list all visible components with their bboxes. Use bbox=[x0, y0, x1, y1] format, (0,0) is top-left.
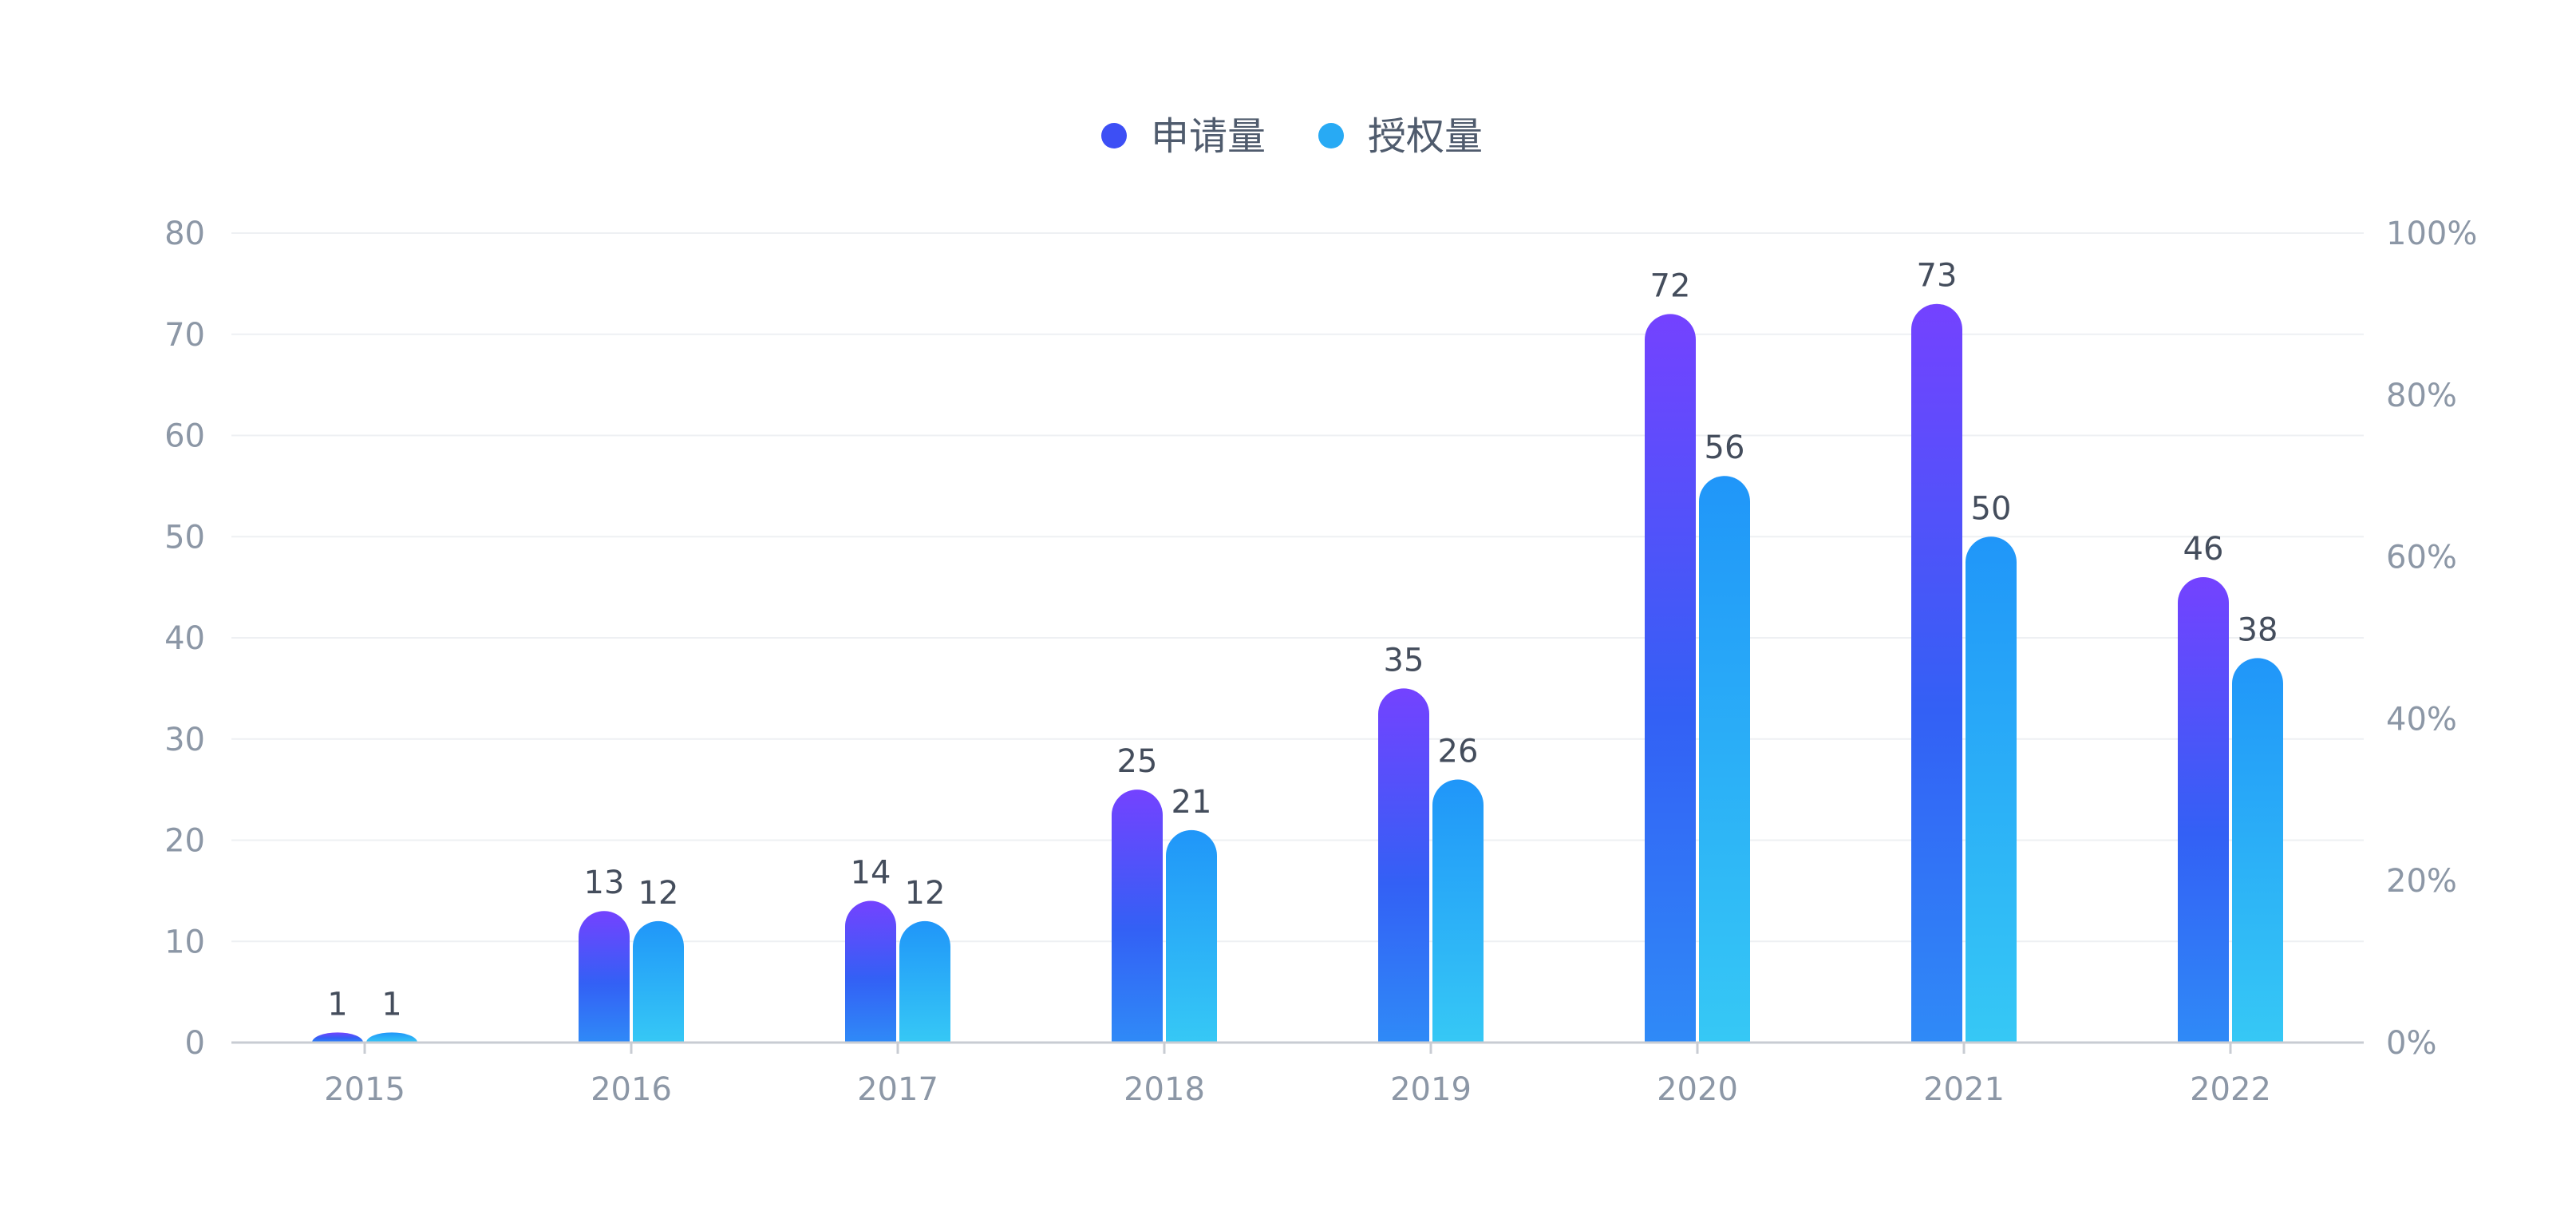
x-tick-label: 2020 bbox=[1657, 1071, 1738, 1108]
x-tick-label: 2016 bbox=[591, 1071, 672, 1108]
bar-value-label: 38 bbox=[2238, 611, 2278, 648]
bar-series-1[interactable] bbox=[366, 1032, 417, 1043]
bar-value-label: 14 bbox=[851, 855, 891, 892]
bar-series-0[interactable] bbox=[579, 911, 630, 1043]
left-y-axis: 0 10 20 30 40 50 60 70 80 bbox=[164, 216, 205, 1062]
bar-value-label: 26 bbox=[1438, 733, 1479, 770]
bar-series-0[interactable] bbox=[1378, 688, 1429, 1043]
right-y-tick-label: 20% bbox=[2386, 863, 2457, 900]
bar-value-label: 46 bbox=[2183, 531, 2224, 568]
legend-label[interactable]: 申请量 bbox=[1151, 114, 1266, 159]
bar-value-label: 13 bbox=[584, 865, 625, 901]
x-tick-label: 2019 bbox=[1390, 1071, 1472, 1108]
x-tick-label: 2021 bbox=[1923, 1071, 2005, 1108]
bar-series-1[interactable] bbox=[1432, 779, 1484, 1043]
right-y-tick-label: 80% bbox=[2386, 378, 2457, 414]
bar-series-0[interactable] bbox=[312, 1032, 363, 1043]
value-labels: 1 1 13 12 14 12 25 21 35 26 72 56 73 50 46 38 bbox=[327, 258, 2278, 1023]
right-y-tick-label: 100% bbox=[2386, 216, 2477, 252]
bar-series-1[interactable] bbox=[1166, 829, 1217, 1043]
legend-marker[interactable] bbox=[1101, 123, 1127, 148]
bar-series-1[interactable] bbox=[899, 920, 950, 1043]
bar-series-1[interactable] bbox=[1699, 476, 1750, 1043]
right-y-tick-label: 0% bbox=[2386, 1025, 2436, 1062]
bar-series-0[interactable] bbox=[1911, 303, 1962, 1043]
left-y-tick-label: 70 bbox=[164, 317, 205, 354]
left-y-tick-label: 0 bbox=[185, 1025, 205, 1062]
left-y-tick-label: 40 bbox=[164, 620, 205, 657]
bar-value-label: 73 bbox=[1917, 258, 1958, 295]
bar-value-label: 35 bbox=[1384, 642, 1424, 679]
bar-value-label: 56 bbox=[1705, 429, 1745, 466]
left-y-tick-label: 80 bbox=[164, 216, 205, 252]
left-y-tick-label: 50 bbox=[164, 519, 205, 556]
bar-series-1[interactable] bbox=[1966, 536, 2017, 1043]
left-y-tick-label: 20 bbox=[164, 823, 205, 860]
x-axis: 2015 2016 2017 2018 2019 2020 2021 2022 bbox=[231, 1041, 2364, 1108]
gridlines bbox=[231, 232, 2364, 943]
bar-value-label: 12 bbox=[638, 875, 679, 912]
bar-value-label: 21 bbox=[1171, 784, 1212, 821]
x-tick-label: 2017 bbox=[857, 1071, 938, 1108]
left-y-tick-label: 30 bbox=[164, 722, 205, 758]
bar-series-1[interactable] bbox=[633, 920, 684, 1043]
bar-series-0[interactable] bbox=[845, 900, 896, 1043]
bar-series-1[interactable] bbox=[2232, 658, 2283, 1043]
x-tick-label: 2018 bbox=[1124, 1071, 1205, 1108]
legend[interactable]: 申请量 授权量 bbox=[1101, 114, 1483, 159]
bars bbox=[312, 303, 2283, 1043]
bar-series-0[interactable] bbox=[2178, 576, 2229, 1043]
bar-value-label: 72 bbox=[1650, 267, 1691, 304]
legend-label[interactable]: 授权量 bbox=[1368, 114, 1483, 159]
bar-value-label: 12 bbox=[905, 875, 946, 912]
x-tick-label: 2015 bbox=[324, 1071, 405, 1108]
right-y-tick-label: 40% bbox=[2386, 701, 2457, 738]
bar-value-label: 1 bbox=[327, 986, 347, 1023]
bar-value-label: 50 bbox=[1971, 490, 2012, 527]
legend-marker[interactable] bbox=[1318, 123, 1344, 148]
x-tick-label: 2022 bbox=[2190, 1071, 2271, 1108]
left-y-tick-label: 10 bbox=[164, 924, 205, 960]
right-y-axis: 0% 20% 40% 60% 80% 100% bbox=[2386, 216, 2477, 1062]
right-y-tick-label: 60% bbox=[2386, 540, 2457, 576]
left-y-tick-label: 60 bbox=[164, 418, 205, 455]
bar-value-label: 1 bbox=[381, 986, 401, 1023]
bar-series-0[interactable] bbox=[1645, 314, 1696, 1043]
bar-value-label: 25 bbox=[1117, 743, 1158, 780]
bar-series-0[interactable] bbox=[1112, 789, 1163, 1043]
